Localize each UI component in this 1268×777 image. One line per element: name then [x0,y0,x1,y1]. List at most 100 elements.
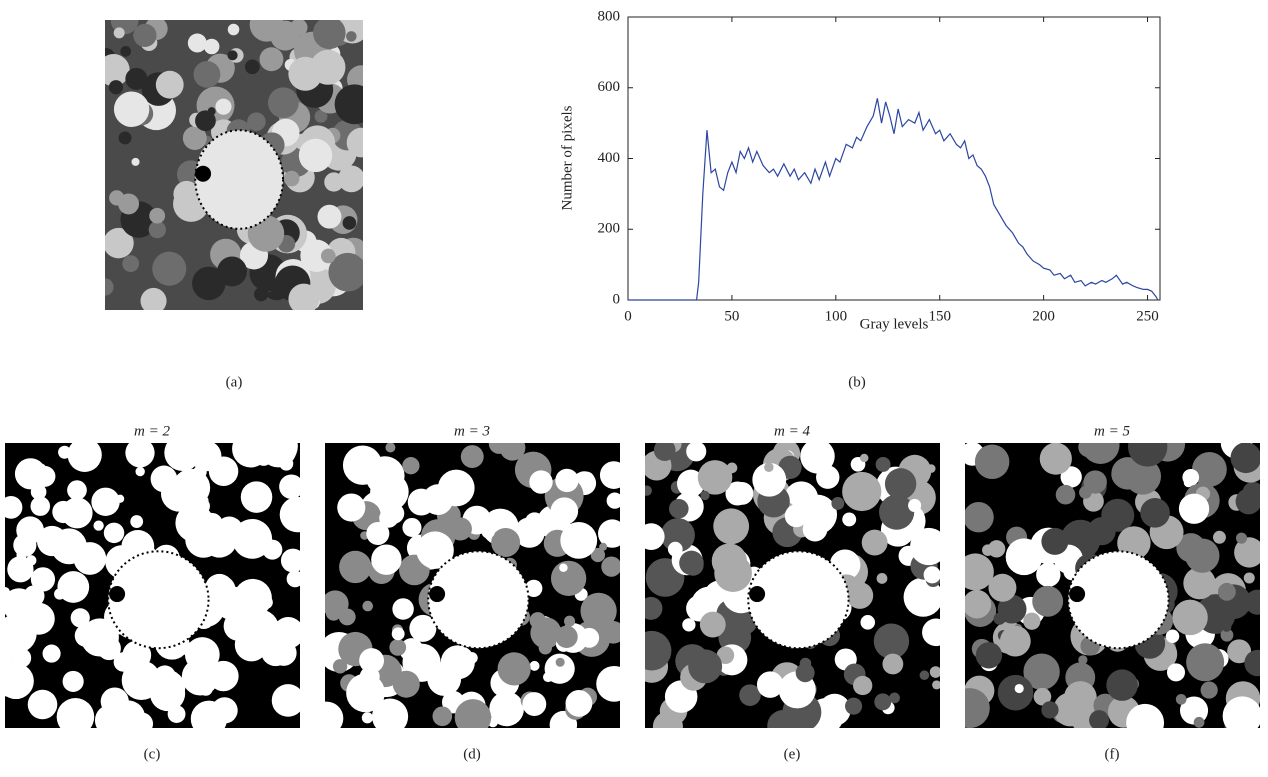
image-texture [525,579,543,597]
image-texture [30,484,47,500]
image [645,443,940,728]
image-texture [529,612,546,629]
image-texture [926,464,936,473]
image-texture [929,666,940,678]
x-axis-label: Gray levels [860,316,929,332]
image-texture [756,671,784,698]
image-texture [289,20,308,37]
image-texture [193,465,207,479]
image-texture [999,625,1031,657]
image-texture [993,612,1006,625]
image-texture [254,287,269,302]
fish-body [107,550,210,650]
image-texture [164,443,201,472]
image-texture [240,481,273,513]
image-texture [5,663,34,700]
image-texture [91,487,120,517]
image-texture [346,31,357,42]
image-texture [232,518,273,559]
image-texture [645,523,665,551]
image-texture [842,512,857,527]
image-texture [1023,612,1041,630]
y-tick-label: 200 [598,221,621,237]
image-texture [5,641,16,663]
image-texture [555,468,579,493]
image-texture [391,627,405,641]
image-texture [1036,562,1061,587]
image-texture [784,504,808,528]
image-texture [489,691,524,727]
image-texture [1128,443,1168,467]
image-texture [155,70,184,99]
image-texture [645,596,663,620]
image-texture [860,615,876,630]
image-texture [802,516,828,542]
image-texture [1217,582,1236,601]
image-texture [1078,655,1088,665]
image-texture [882,653,904,675]
x-tick-label: 200 [1032,308,1055,324]
panel-label: (c) [144,746,161,762]
image-texture [1193,716,1205,728]
image-texture [182,126,207,150]
image-texture [190,700,228,728]
image-texture [645,630,672,671]
image-texture [149,207,166,224]
image-texture [199,92,220,113]
image-texture [148,220,166,239]
image-texture [1221,622,1232,632]
image-texture [1039,443,1072,475]
image-texture [875,456,891,472]
image-texture [1235,488,1260,515]
image-texture [538,641,553,655]
image-texture [105,278,114,296]
y-tick-label: 600 [598,79,621,95]
image-texture [288,283,320,310]
image-texture [80,618,119,657]
image-texture [795,663,815,683]
image-texture [125,443,155,468]
image-texture [599,461,620,489]
image-texture [192,266,226,301]
image-texture [565,690,593,717]
image-texture [23,585,45,607]
image-texture [884,468,917,500]
image-texture [402,517,422,537]
image-texture [688,649,723,684]
image-texture [7,556,34,583]
image-texture [686,443,707,462]
image-texture [997,674,1034,711]
image-texture [700,490,710,501]
image-texture [580,592,617,630]
image-texture [874,693,892,711]
image-texture [422,484,454,515]
image-texture [764,462,774,472]
image-texture [362,600,374,612]
image-texture [550,560,587,597]
image-texture [1033,687,1052,706]
image-texture [1041,701,1059,719]
image-texture [1185,538,1220,573]
x-tick-label: 150 [928,308,951,324]
image-texture [676,469,705,498]
image-texture [346,127,363,158]
image-texture [1229,721,1238,728]
image-texture [122,255,140,273]
x-tick-label: 250 [1136,308,1159,324]
image-texture [1244,649,1260,677]
image-texture [140,287,167,310]
image-texture [200,496,209,505]
image-texture [113,91,150,127]
image-texture [544,653,575,684]
image-texture [1106,669,1138,701]
image-texture [193,60,221,88]
image-texture [359,648,385,674]
image-texture [187,33,207,53]
panel-label: (d) [463,746,481,762]
image-texture [317,204,342,229]
image-texture [606,492,620,509]
image-texture [903,577,940,617]
image-texture [923,566,940,584]
image-texture [125,67,148,90]
image-texture [842,471,882,512]
